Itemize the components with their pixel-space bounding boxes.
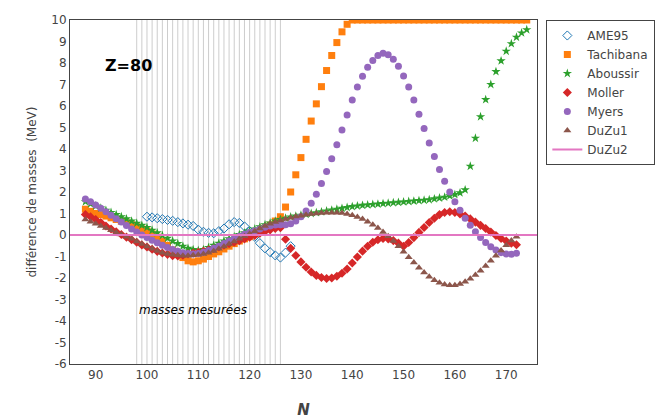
svg-text:Z=80: Z=80 <box>105 56 152 75</box>
svg-text:5: 5 <box>59 121 67 135</box>
svg-text:AME95: AME95 <box>587 29 628 43</box>
svg-text:-5: -5 <box>55 336 67 350</box>
svg-text:0: 0 <box>59 228 67 242</box>
svg-text:-6: -6 <box>55 357 67 371</box>
svg-text:masses mesurées: masses mesurées <box>139 303 247 317</box>
svg-text:4: 4 <box>59 142 67 156</box>
svg-text:110: 110 <box>187 368 210 382</box>
svg-text:10: 10 <box>51 13 66 27</box>
svg-text:7: 7 <box>59 78 67 92</box>
svg-text:3: 3 <box>59 164 67 178</box>
svg-text:120: 120 <box>238 368 261 382</box>
svg-text:150: 150 <box>392 368 415 382</box>
svg-text:Moller: Moller <box>587 86 624 100</box>
svg-text:6: 6 <box>59 99 67 113</box>
svg-text:N: N <box>297 401 310 419</box>
svg-text:DuZu2: DuZu2 <box>587 143 627 157</box>
svg-text:8: 8 <box>59 56 67 70</box>
svg-text:Myers: Myers <box>587 105 623 119</box>
svg-text:160: 160 <box>443 368 466 382</box>
svg-text:-2: -2 <box>55 271 67 285</box>
svg-text:-4: -4 <box>55 314 67 328</box>
svg-text:100: 100 <box>136 368 159 382</box>
svg-text:140: 140 <box>341 368 364 382</box>
svg-text:170: 170 <box>495 368 518 382</box>
svg-text:130: 130 <box>289 368 312 382</box>
svg-text:Aboussir: Aboussir <box>587 67 639 81</box>
svg-text:-1: -1 <box>55 250 67 264</box>
svg-text:90: 90 <box>88 368 103 382</box>
svg-text:9: 9 <box>59 35 67 49</box>
svg-text:différence de masses (MeV): différence de masses (MeV) <box>25 107 39 278</box>
svg-text:2: 2 <box>59 185 67 199</box>
svg-text:1: 1 <box>59 207 67 221</box>
svg-text:Tachibana: Tachibana <box>586 48 647 62</box>
svg-text:-3: -3 <box>55 293 67 307</box>
svg-text:DuZu1: DuZu1 <box>587 124 627 138</box>
